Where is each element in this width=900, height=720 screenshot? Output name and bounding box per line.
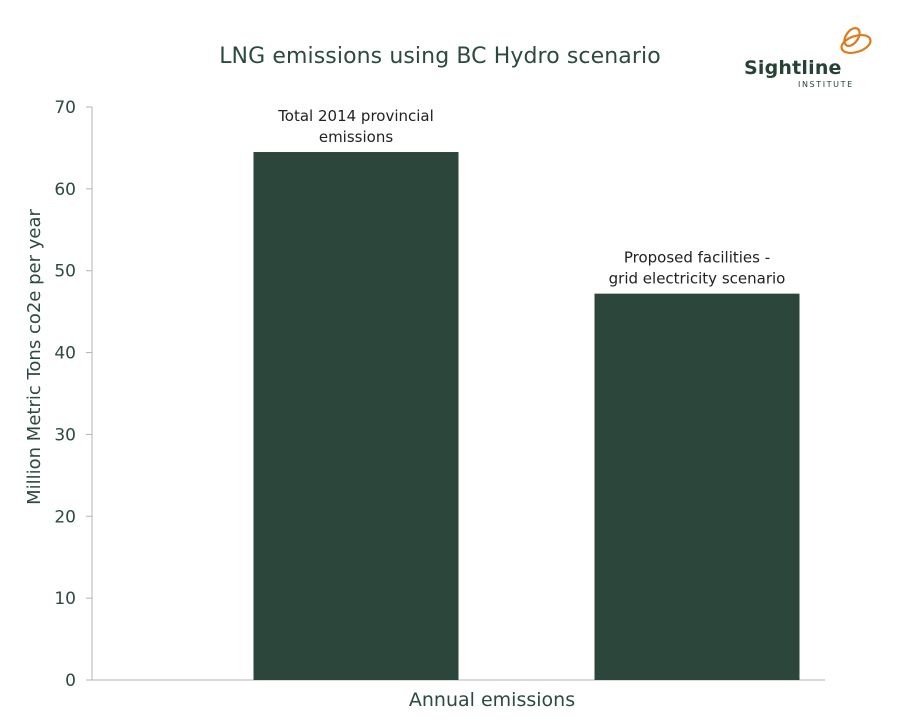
y-tick-label: 10 — [54, 589, 76, 609]
sightline-logo: Sightline INSTITUTE — [744, 24, 884, 96]
axes: 0 10 20 30 40 50 60 70 — [54, 98, 825, 691]
y-tick-label: 70 — [54, 98, 76, 118]
bar-annotation-line: grid electricity scenario — [609, 270, 786, 288]
logo-subtitle: INSTITUTE — [798, 80, 854, 89]
bars — [253, 152, 800, 680]
bar-annotation-line: Proposed facilities - — [624, 249, 770, 267]
bar-annotation-label: Total 2014 provincial emissions — [277, 107, 434, 146]
chart-title: LNG emissions using BC Hydro scenario — [219, 44, 661, 69]
y-tick-label: 0 — [65, 671, 76, 691]
y-axis-label: Million Metric Tons co2e per year — [24, 209, 45, 505]
logo-wordmark: Sightline — [744, 57, 842, 79]
bar-labels: Total 2014 provincial emissions Proposed f… — [277, 107, 785, 288]
bar-annotation-label: Proposed facilities - grid electricity sc… — [609, 249, 786, 288]
bar — [594, 293, 800, 680]
y-tick-label: 30 — [54, 425, 76, 445]
y-tick-label: 40 — [54, 344, 76, 364]
x-axis-label: Annual emissions — [409, 689, 575, 711]
bar — [253, 152, 459, 680]
y-tick-label: 20 — [54, 507, 76, 527]
bar-annotation-line: Total 2014 provincial — [277, 107, 434, 125]
logo-swirl-icon — [840, 27, 872, 55]
y-tick-label: 60 — [54, 180, 76, 200]
bar-annotation-line: emissions — [319, 128, 393, 146]
y-tick-label: 50 — [54, 262, 76, 282]
